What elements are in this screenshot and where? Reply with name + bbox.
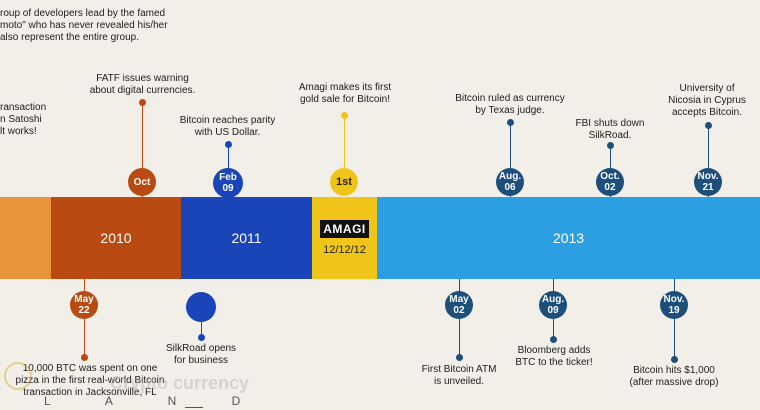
date-circle-aug-09: Aug. 09	[539, 291, 567, 319]
band-2010: 2010	[51, 197, 181, 279]
event-texas-judge: Bitcoin ruled as currency by Texas judge…	[455, 93, 565, 116]
event-silkroad-opens: SilkRoad opens for business	[165, 343, 237, 366]
year-label-2010: 2010	[100, 230, 132, 246]
connector-line	[459, 319, 460, 355]
watermark-underline	[185, 407, 203, 408]
connector-line	[553, 279, 554, 291]
year-label-2011: 2011	[231, 230, 262, 246]
connector-line	[674, 319, 675, 357]
date-circle-feb-09: Feb 09	[213, 168, 243, 198]
event-bitcoin-hits-1000: Bitcoin hits $1,000 (after massive drop)	[629, 365, 719, 388]
event-fbi-silkroad: FBI shuts down SilkRoad.	[575, 118, 645, 141]
date-circle-oct: Oct	[128, 168, 156, 196]
connector-line	[610, 149, 611, 168]
band-2011: 2011	[181, 197, 312, 279]
amagi-logo: AMAGI	[320, 220, 369, 238]
event-amagi-gold-sale: Amagi makes its first gold sale for Bitc…	[298, 82, 392, 105]
amagi-date: 12/12/12	[323, 244, 366, 256]
event-fatf-warning: FATF issues warning about digital curren…	[89, 73, 196, 96]
event-dot	[139, 99, 146, 106]
date-circle-may-02: May 02	[445, 291, 473, 319]
band-2009	[0, 197, 51, 279]
event-dot	[456, 354, 463, 361]
connector-line	[142, 106, 143, 168]
watermark-logo-icon	[4, 362, 32, 390]
band-2012-amagi: AMAGI 12/12/12	[312, 197, 377, 279]
group-developers-note: roup of developers lead by the famed mot…	[0, 8, 168, 43]
connector-line	[510, 126, 511, 168]
event-dot	[550, 336, 557, 343]
year-label-2013: 2013	[552, 230, 585, 246]
event-dot	[225, 141, 232, 148]
date-circle-nov-21: Nov. 21	[694, 168, 722, 196]
date-circle-1st: 1st	[330, 168, 358, 196]
watermark-land: L A N D	[44, 394, 267, 408]
event-first-bitcoin-atm: First Bitcoin ATM is unveiled.	[421, 364, 497, 387]
date-circle-may-22: May 22	[70, 291, 98, 319]
event-dot	[81, 354, 88, 361]
event-dot	[198, 334, 205, 341]
event-bitcoin-parity: Bitcoin reaches parity with US Dollar.	[179, 115, 276, 138]
event-dot	[341, 112, 348, 119]
first-transaction-note: ransaction n Satoshi lt works!	[0, 102, 47, 137]
connector-line	[553, 319, 554, 337]
event-dot	[705, 122, 712, 129]
connector-line	[459, 279, 460, 291]
event-bloomberg-ticker: Bloomberg adds BTC to the ticker!	[515, 345, 593, 368]
connector-line	[344, 119, 345, 168]
band-2013: 2013	[377, 197, 760, 279]
event-nicosia-university: University of Nicosia in Cyprus accepts …	[668, 83, 746, 118]
connector-line	[84, 279, 85, 291]
date-circle-oct-02: Oct. 02	[596, 168, 624, 196]
event-dot	[671, 356, 678, 363]
connector-line	[228, 148, 229, 168]
event-dot	[607, 142, 614, 149]
date-circle-nov-19: Nov. 19	[660, 291, 688, 319]
event-dot	[507, 119, 514, 126]
connector-line	[674, 279, 675, 291]
watermark-brand: Crypto currency	[110, 373, 250, 393]
connector-line	[84, 319, 85, 355]
date-circle-aug-06: Aug. 06	[496, 168, 524, 196]
event-circle-silkroad	[186, 292, 216, 322]
connector-line	[708, 129, 709, 168]
connector-line	[201, 322, 202, 335]
